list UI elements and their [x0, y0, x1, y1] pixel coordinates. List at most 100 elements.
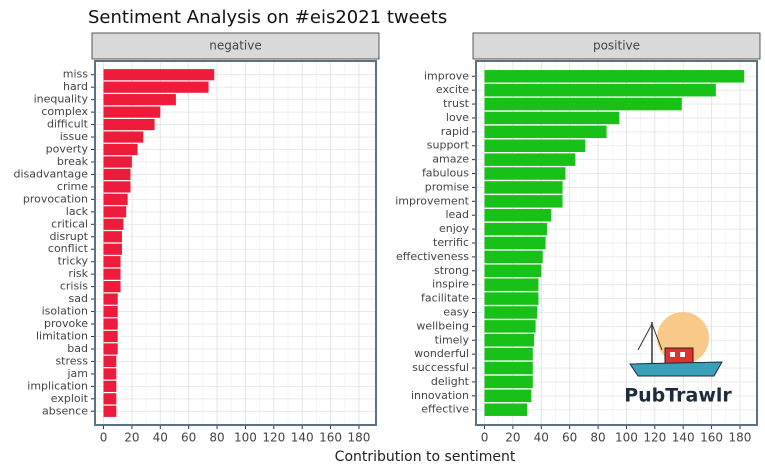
x-tick-label: 80	[209, 431, 224, 445]
x-tick-label: 180	[729, 431, 752, 445]
bar	[484, 139, 586, 152]
bar	[484, 70, 745, 83]
bar	[484, 389, 532, 403]
bar	[484, 375, 533, 389]
bar	[103, 193, 128, 205]
panel-border	[475, 60, 758, 426]
bar	[484, 111, 620, 125]
y-tick-label: risk	[68, 267, 88, 280]
bar	[484, 347, 533, 361]
x-tick-label: 40	[534, 431, 549, 445]
chart-title: Sentiment Analysis on #eis2021 tweets	[88, 7, 447, 28]
bar	[103, 368, 117, 380]
y-tick-label: lack	[66, 205, 89, 218]
bar	[103, 181, 131, 193]
y-tick-label: difficult	[47, 118, 89, 131]
bar	[103, 243, 122, 255]
x-tick-label: 20	[124, 431, 139, 445]
y-tick-label: innovation	[411, 389, 469, 402]
y-tick-label: crime	[57, 180, 88, 193]
y-tick-label: effectiveness	[396, 250, 469, 263]
y-tick-label: absence	[42, 404, 88, 417]
bar	[484, 125, 607, 139]
bar	[103, 218, 124, 230]
bar	[103, 156, 132, 168]
bar	[103, 393, 117, 405]
y-tick-label: sad	[69, 292, 88, 305]
x-tick-label: 120	[643, 431, 666, 445]
bar	[484, 83, 716, 97]
bar	[103, 69, 215, 81]
y-tick-label: tricky	[58, 255, 89, 268]
y-tick-label: promise	[425, 180, 469, 193]
y-tick-label: love	[446, 111, 469, 124]
y-tick-label: trust	[443, 97, 470, 110]
y-tick-label: issue	[60, 130, 88, 143]
y-tick-label: critical	[51, 217, 88, 230]
bar	[484, 181, 563, 194]
bar	[484, 167, 566, 180]
bar	[484, 403, 528, 416]
x-tick-label: 80	[590, 431, 605, 445]
x-tick-label: 180	[348, 431, 371, 445]
x-tick-label: 20	[505, 431, 520, 445]
y-tick-label: successful	[412, 361, 469, 374]
bar	[103, 405, 117, 417]
y-tick-label: rapid	[441, 125, 469, 138]
y-tick-label: complex	[41, 105, 88, 118]
bar	[484, 334, 535, 347]
y-tick-label: improve	[424, 69, 469, 82]
y-tick-label: delight	[431, 375, 470, 388]
x-tick-label: 60	[181, 431, 196, 445]
bar	[103, 106, 161, 118]
bar	[103, 118, 155, 131]
y-tick-label: provoke	[44, 317, 88, 330]
y-tick-label: disrupt	[49, 230, 88, 243]
bar	[484, 320, 536, 333]
bar	[103, 293, 118, 305]
logo-rope	[637, 323, 653, 351]
bar	[103, 131, 144, 143]
bar	[484, 208, 552, 222]
x-tick-label: 120	[262, 431, 285, 445]
y-tick-label: support	[427, 139, 470, 152]
y-tick-label: wellbeing	[416, 319, 469, 332]
y-tick-label: provocation	[23, 192, 88, 205]
y-tick-label: conflict	[48, 242, 89, 255]
bar	[484, 236, 546, 250]
y-tick-label: easy	[443, 305, 469, 318]
y-tick-label: miss	[63, 68, 89, 81]
y-tick-label: effective	[421, 403, 469, 416]
logo-cabin	[664, 347, 694, 365]
x-tick-label: 60	[562, 431, 577, 445]
y-tick-label: isolation	[42, 305, 88, 318]
bar	[103, 318, 118, 330]
bar	[103, 206, 127, 218]
y-tick-label: hard	[63, 80, 88, 93]
bar	[103, 380, 117, 392]
logo-window	[670, 352, 675, 357]
y-tick-label: excite	[436, 83, 469, 96]
x-tick-label: 0	[100, 431, 108, 445]
x-axis-label: Contribution to sentiment	[335, 449, 516, 465]
y-tick-label: limitation	[36, 329, 88, 342]
strip	[472, 32, 761, 60]
panel-border	[94, 60, 377, 426]
bar	[103, 143, 138, 156]
bar	[103, 231, 122, 243]
x-tick-label: 140	[672, 431, 695, 445]
bar	[103, 281, 121, 293]
y-tick-label: bad	[67, 342, 88, 355]
bar	[103, 330, 118, 343]
y-tick-label: strong	[434, 264, 469, 277]
bar	[103, 81, 209, 93]
y-tick-label: crisis	[60, 280, 88, 293]
x-tick-label: 160	[700, 431, 723, 445]
y-tick-label: timely	[435, 333, 470, 346]
y-tick-label: lead	[445, 208, 469, 221]
y-tick-label: break	[57, 155, 89, 168]
y-tick-label: improvement	[395, 194, 469, 207]
strip-title: positive	[593, 39, 640, 53]
y-tick-label: enjoy	[439, 222, 470, 235]
bar	[484, 361, 533, 375]
